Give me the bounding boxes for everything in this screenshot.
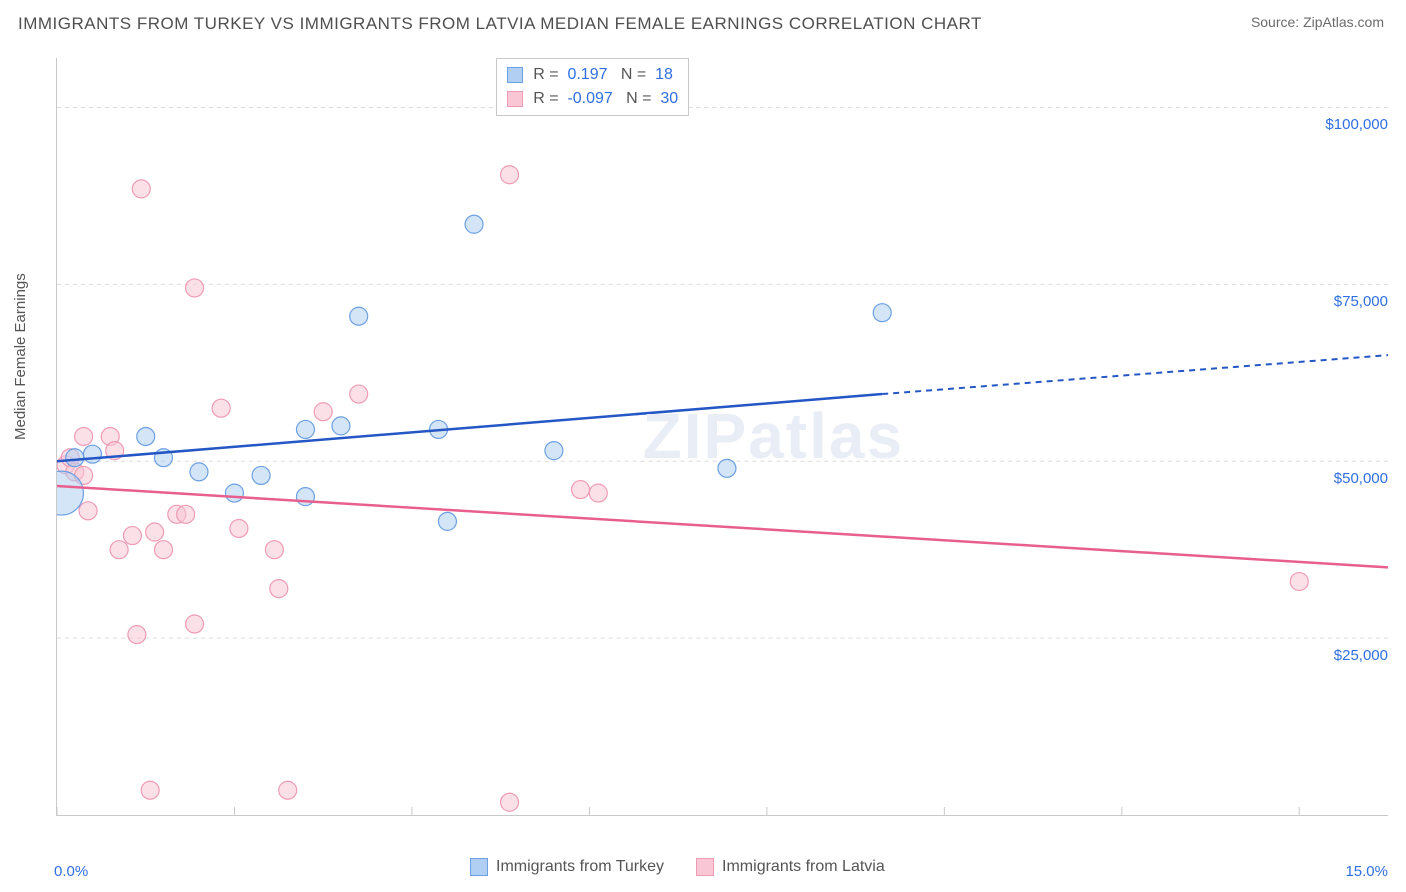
y-tick-label: $75,000 (1334, 293, 1388, 310)
legend-label: Immigrants from Turkey (496, 858, 664, 876)
legend-label: Immigrants from Latvia (722, 858, 885, 876)
y-tick-label: $50,000 (1334, 470, 1388, 487)
x-tick-label: 0.0% (54, 863, 88, 880)
legend-row: R = 0.197 N = 18 (507, 63, 678, 87)
legend-swatch (507, 91, 523, 107)
legend-row: R = -0.097 N = 30 (507, 87, 678, 111)
y-tick-label: $25,000 (1334, 647, 1388, 664)
x-tick-label: 15.0% (1345, 863, 1388, 880)
y-tick-label: $100,000 (1325, 116, 1388, 133)
series-legend: Immigrants from Turkey Immigrants from La… (470, 858, 885, 876)
correlation-legend: R = 0.197 N = 18R = -0.097 N = 30 (496, 58, 689, 116)
source-attribution: Source: ZipAtlas.com (1251, 14, 1384, 30)
plot-area: R = 0.197 N = 18R = -0.097 N = 30 ZIPatl… (56, 58, 1388, 816)
chart-title: IMMIGRANTS FROM TURKEY VS IMMIGRANTS FRO… (18, 14, 982, 34)
scatter-plot-svg (57, 58, 1388, 815)
y-axis-label: Median Female Earnings (12, 273, 29, 440)
legend-swatch (507, 67, 523, 83)
legend-swatch (696, 858, 714, 876)
legend-swatch (470, 858, 488, 876)
